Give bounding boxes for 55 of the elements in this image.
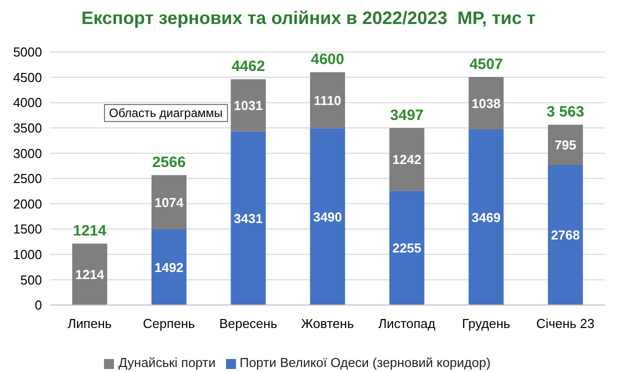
data-label: 1492 (154, 260, 184, 275)
data-label: 2768 (550, 228, 580, 243)
data-label: 1242 (392, 152, 422, 168)
bar (389, 190, 424, 305)
x-tick-label: Вересень (219, 316, 278, 332)
x-tick-label: Листопад (378, 316, 436, 332)
data-label: 3469 (472, 210, 501, 225)
y-tick-label: 1000 (13, 247, 42, 262)
data-label: 1110 (314, 92, 342, 108)
total-label: 4507 (469, 56, 503, 73)
x-tick-label: Липень (68, 316, 112, 332)
bar (389, 128, 424, 191)
y-tick-label: 5000 (13, 44, 42, 60)
x-tick-label: Грудень (462, 316, 510, 332)
total-label: 4600 (310, 51, 344, 68)
bar (72, 244, 108, 305)
y-tick-label: 1500 (13, 222, 42, 237)
data-label: 1074 (154, 194, 184, 210)
chart-title: Експорт зернових та олійних в 2022/2023 МР, тис т (80, 8, 537, 29)
data-label: 1038 (472, 96, 501, 111)
bar (468, 76, 504, 130)
total-label: 3497 (390, 107, 424, 124)
x-tick-label: Жовтень (301, 316, 354, 332)
data-label: 1214 (75, 266, 105, 282)
x-tick-label: Січень 23 (536, 316, 595, 332)
data-label: 3490 (313, 209, 342, 224)
total-label: 4462 (232, 58, 265, 76)
x-tick-label: Серпень (142, 316, 196, 332)
bar (230, 79, 266, 132)
bar (548, 164, 583, 305)
bar (468, 129, 504, 305)
bar (310, 128, 346, 305)
y-tick-label: 4500 (13, 70, 42, 85)
legend-label: Дунайські порти (118, 355, 216, 370)
bar (310, 72, 346, 128)
total-label: 3 563 (546, 104, 584, 121)
annotation: Область диаграммы (104, 104, 228, 122)
total-label: 1214 (73, 222, 108, 240)
total-label: 2566 (152, 154, 186, 172)
y-tick-label: 2000 (13, 196, 42, 212)
bar (230, 131, 266, 305)
y-tick-label: 500 (20, 272, 42, 288)
data-label: 795 (554, 137, 576, 152)
y-tick-label: 0 (34, 298, 42, 313)
y-tick-label: 2500 (13, 171, 42, 186)
bar (151, 175, 186, 230)
y-tick-label: 3000 (13, 146, 42, 161)
data-label: 2255 (392, 240, 422, 256)
bar (548, 124, 583, 165)
bar (151, 230, 186, 305)
data-label: 3431 (234, 210, 263, 226)
legend-label: Порти Великої Одеси (зерновий коридор) (240, 355, 491, 370)
y-tick-label: 4000 (13, 95, 42, 110)
data-label: 1031 (234, 98, 263, 113)
y-tick-label: 3500 (13, 120, 42, 136)
